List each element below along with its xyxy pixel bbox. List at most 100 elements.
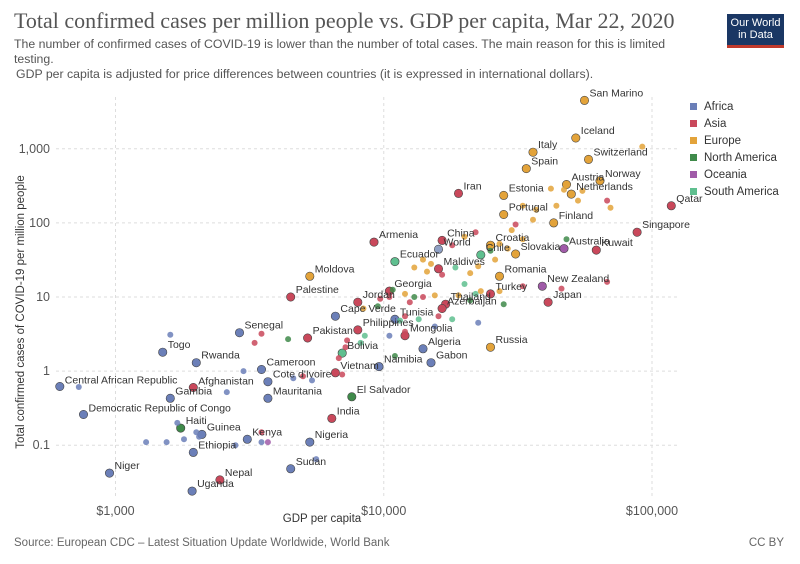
scatter-point[interactable] (193, 429, 200, 436)
scatter-point[interactable] (543, 297, 553, 307)
scatter-point[interactable] (487, 247, 494, 254)
scatter-point[interactable] (353, 325, 363, 335)
scatter-point[interactable] (530, 216, 536, 223)
scatter-point[interactable] (258, 330, 265, 337)
scatter-point[interactable] (437, 235, 447, 245)
scatter-point[interactable] (639, 143, 646, 150)
license-link[interactable]: CC BY (748, 537, 784, 549)
scatter-point[interactable] (604, 197, 611, 204)
scatter-point[interactable] (455, 292, 462, 299)
scatter-point[interactable] (475, 319, 482, 326)
scatter-point[interactable] (499, 210, 509, 220)
scatter-point[interactable] (512, 221, 519, 228)
scatter-point[interactable] (472, 290, 479, 297)
scatter-point[interactable] (607, 204, 614, 211)
scatter-point[interactable] (263, 393, 273, 403)
scatter-point[interactable] (330, 311, 340, 321)
scatter-point[interactable] (428, 260, 434, 267)
scatter-point[interactable] (337, 348, 347, 358)
scatter-point[interactable] (256, 364, 266, 374)
scatter-point[interactable] (215, 475, 225, 485)
scatter-point[interactable] (496, 240, 503, 247)
scatter-point[interactable] (415, 316, 422, 323)
scatter-point[interactable] (553, 202, 560, 209)
scatter-point[interactable] (561, 186, 567, 193)
scatter-point[interactable] (504, 245, 511, 252)
owid-logo[interactable]: Our World in Data (727, 14, 784, 48)
scatter-point[interactable] (55, 381, 65, 391)
scatter-point[interactable] (264, 439, 271, 446)
scatter-point[interactable] (521, 164, 531, 174)
scatter-point[interactable] (176, 423, 186, 433)
scatter-point[interactable] (420, 294, 426, 300)
scatter-point[interactable] (79, 409, 89, 419)
scatter-point[interactable] (420, 256, 426, 263)
scatter-point[interactable] (431, 323, 438, 330)
scatter-point[interactable] (533, 206, 540, 213)
scatter-point[interactable] (595, 176, 605, 186)
scatter-point[interactable] (591, 245, 601, 255)
scatter-point[interactable] (433, 244, 443, 254)
scatter-point[interactable] (105, 468, 115, 478)
scatter-point[interactable] (360, 305, 367, 312)
scatter-point[interactable] (188, 447, 198, 457)
scatter-point[interactable] (583, 154, 593, 164)
scatter-point[interactable] (575, 197, 581, 204)
scatter-point[interactable] (309, 377, 315, 384)
scatter-point[interactable] (406, 299, 413, 306)
scatter-point[interactable] (240, 368, 247, 375)
legend-item[interactable]: South America (690, 183, 779, 200)
scatter-point[interactable] (223, 389, 230, 396)
scatter-point[interactable] (411, 294, 418, 300)
scatter-point[interactable] (563, 236, 570, 243)
scatter-point[interactable] (579, 95, 589, 105)
scatter-point[interactable] (437, 303, 447, 313)
scatter-point[interactable] (188, 382, 198, 392)
scatter-point[interactable] (485, 289, 495, 299)
scatter-point[interactable] (494, 271, 504, 281)
scatter-point[interactable] (335, 355, 342, 362)
scatter-point[interactable] (496, 288, 503, 295)
scatter-point[interactable] (511, 249, 521, 259)
scatter-point[interactable] (402, 328, 408, 335)
scatter-point[interactable] (397, 317, 403, 324)
scatter-point[interactable] (75, 384, 82, 390)
scatter-point[interactable] (418, 344, 428, 354)
legend-item[interactable]: Europe (690, 132, 779, 149)
scatter-point[interactable] (165, 393, 175, 403)
scatter-point[interactable] (549, 218, 559, 228)
scatter-point[interactable] (339, 371, 346, 378)
scatter-point[interactable] (258, 439, 265, 446)
scatter-point[interactable] (558, 285, 565, 292)
scatter-point[interactable] (467, 270, 474, 277)
scatter-point[interactable] (424, 268, 430, 275)
legend-item[interactable]: Asia (690, 115, 779, 132)
scatter-point[interactable] (519, 283, 526, 290)
scatter-point[interactable] (477, 288, 484, 295)
legend-item[interactable]: North America (690, 149, 779, 166)
scatter-point[interactable] (361, 332, 368, 339)
scatter-point[interactable] (285, 336, 292, 343)
scatter-point[interactable] (242, 434, 252, 444)
scatter-point[interactable] (303, 333, 313, 343)
scatter-point[interactable] (431, 292, 438, 299)
scatter-point[interactable] (566, 189, 576, 199)
scatter-point[interactable] (158, 347, 168, 357)
scatter-point[interactable] (632, 227, 642, 237)
scatter-point[interactable] (305, 271, 315, 281)
scatter-point[interactable] (357, 339, 364, 346)
scatter-point[interactable] (453, 188, 463, 198)
scatter-point[interactable] (344, 337, 351, 344)
scatter-point[interactable] (571, 133, 581, 143)
scatter-point[interactable] (143, 439, 150, 446)
scatter-point[interactable] (167, 331, 174, 338)
scatter-point[interactable] (196, 433, 203, 440)
scatter-point[interactable] (402, 313, 408, 320)
scatter-point[interactable] (666, 201, 676, 211)
scatter-point[interactable] (508, 227, 515, 234)
scatter-point[interactable] (492, 256, 499, 263)
scatter-point[interactable] (191, 358, 201, 368)
scatter-point[interactable] (537, 281, 547, 291)
scatter-point[interactable] (411, 264, 418, 271)
scatter-point[interactable] (187, 486, 197, 496)
